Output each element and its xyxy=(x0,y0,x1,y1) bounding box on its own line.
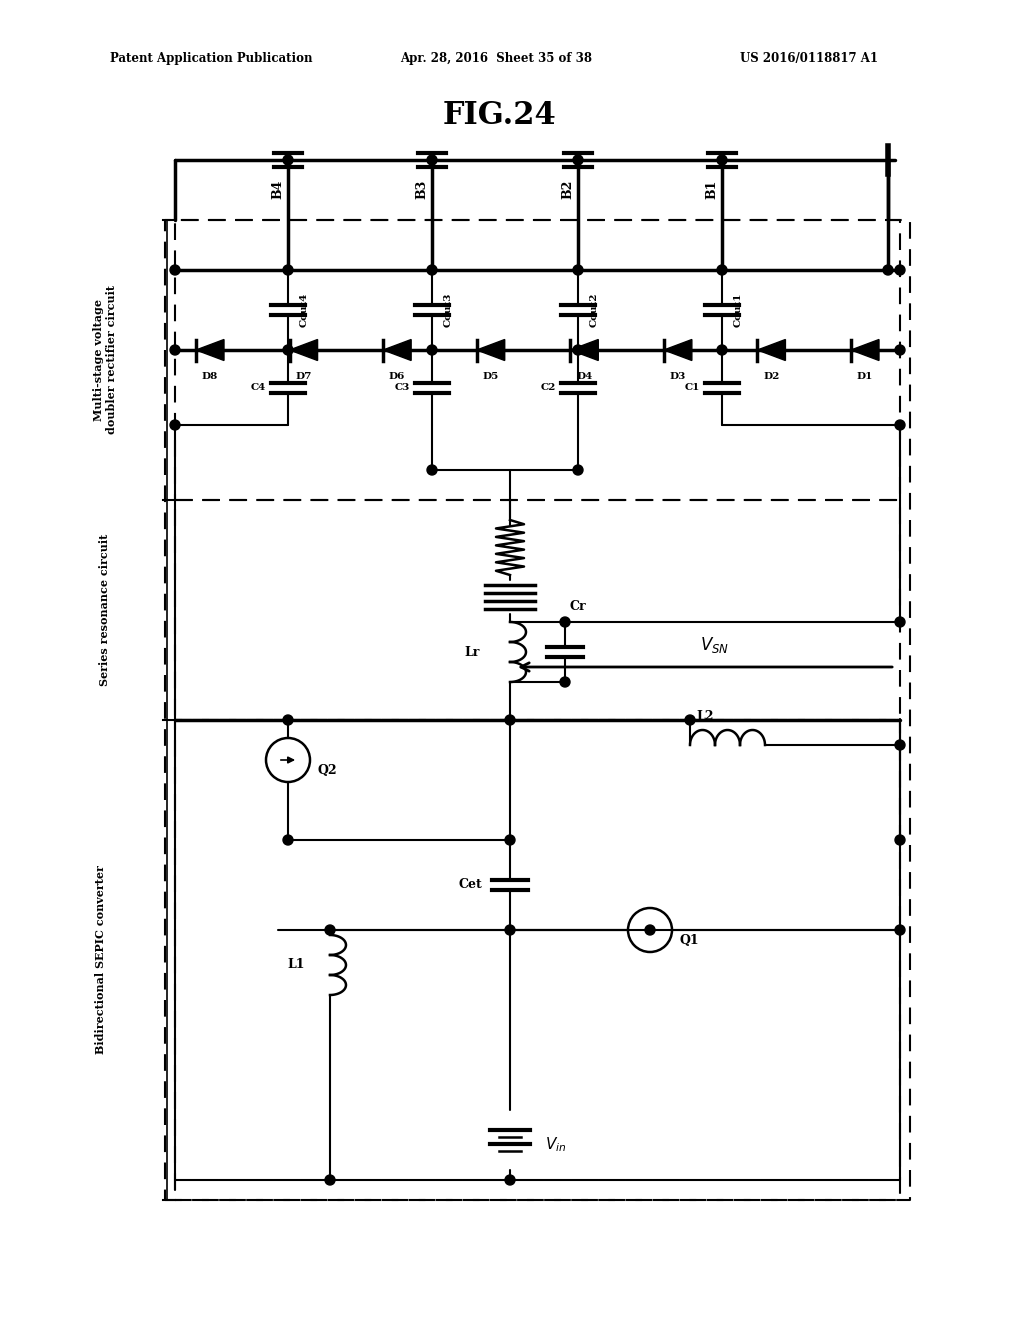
Circle shape xyxy=(505,836,515,845)
Circle shape xyxy=(427,345,437,355)
Text: D4: D4 xyxy=(577,372,593,381)
Polygon shape xyxy=(664,339,692,360)
Text: C3: C3 xyxy=(394,384,410,392)
Text: C4: C4 xyxy=(251,384,266,392)
Text: B4: B4 xyxy=(271,180,285,199)
Text: B2: B2 xyxy=(561,180,574,199)
Circle shape xyxy=(283,265,293,275)
Text: $V_{SN}$: $V_{SN}$ xyxy=(700,635,729,655)
Text: C1: C1 xyxy=(685,384,700,392)
Circle shape xyxy=(505,715,515,725)
Text: Cet: Cet xyxy=(459,879,482,891)
Text: Lr: Lr xyxy=(465,645,480,659)
Text: FIG.24: FIG.24 xyxy=(443,100,557,131)
Text: Series resonance circuit: Series resonance circuit xyxy=(99,533,111,686)
Circle shape xyxy=(895,741,905,750)
Text: Cout2: Cout2 xyxy=(590,293,599,327)
Text: D8: D8 xyxy=(202,372,218,381)
Circle shape xyxy=(325,1175,335,1185)
Circle shape xyxy=(427,465,437,475)
Circle shape xyxy=(717,154,727,165)
Circle shape xyxy=(895,345,905,355)
Text: Patent Application Publication: Patent Application Publication xyxy=(110,51,312,65)
Circle shape xyxy=(560,677,570,686)
Circle shape xyxy=(573,154,583,165)
Text: Bidirectional SEPIC converter: Bidirectional SEPIC converter xyxy=(94,866,105,1055)
Circle shape xyxy=(717,345,727,355)
Circle shape xyxy=(895,925,905,935)
Text: Cr: Cr xyxy=(570,601,587,614)
Circle shape xyxy=(505,1175,515,1185)
Circle shape xyxy=(283,715,293,725)
Text: Multi-stage voltage
doubler rectifier circuit: Multi-stage voltage doubler rectifier ci… xyxy=(93,285,117,434)
Polygon shape xyxy=(196,339,224,360)
Circle shape xyxy=(573,345,583,355)
Circle shape xyxy=(427,154,437,165)
Text: Apr. 28, 2016  Sheet 35 of 38: Apr. 28, 2016 Sheet 35 of 38 xyxy=(400,51,592,65)
Text: C2: C2 xyxy=(541,384,556,392)
Circle shape xyxy=(325,925,335,935)
Circle shape xyxy=(170,265,180,275)
Text: B3: B3 xyxy=(416,180,428,199)
Circle shape xyxy=(427,265,437,275)
Circle shape xyxy=(505,925,515,935)
Circle shape xyxy=(645,925,655,935)
Text: Cout3: Cout3 xyxy=(444,293,453,327)
Text: D7: D7 xyxy=(295,372,311,381)
Text: Q2: Q2 xyxy=(318,763,338,776)
Circle shape xyxy=(895,265,905,275)
Polygon shape xyxy=(383,339,412,360)
Text: Cout4: Cout4 xyxy=(300,293,309,327)
Circle shape xyxy=(283,345,293,355)
Circle shape xyxy=(717,265,727,275)
Polygon shape xyxy=(290,339,317,360)
Circle shape xyxy=(283,154,293,165)
Text: Cout1: Cout1 xyxy=(734,293,743,327)
Polygon shape xyxy=(570,339,598,360)
Circle shape xyxy=(283,836,293,845)
Circle shape xyxy=(895,836,905,845)
Text: D5: D5 xyxy=(482,372,499,381)
Polygon shape xyxy=(758,339,785,360)
Text: D3: D3 xyxy=(670,372,686,381)
Polygon shape xyxy=(477,339,505,360)
Circle shape xyxy=(895,420,905,430)
Circle shape xyxy=(170,345,180,355)
Text: D6: D6 xyxy=(389,372,406,381)
Text: Q1: Q1 xyxy=(680,933,699,946)
Text: B1: B1 xyxy=(706,180,719,199)
Circle shape xyxy=(895,616,905,627)
Circle shape xyxy=(883,265,893,275)
Text: L2: L2 xyxy=(696,710,714,723)
Text: D1: D1 xyxy=(857,372,873,381)
Circle shape xyxy=(170,420,180,430)
Circle shape xyxy=(573,265,583,275)
Text: US 2016/0118817 A1: US 2016/0118817 A1 xyxy=(740,51,878,65)
Circle shape xyxy=(560,616,570,627)
Circle shape xyxy=(573,465,583,475)
Text: $V_{in}$: $V_{in}$ xyxy=(545,1135,566,1155)
Text: L1: L1 xyxy=(288,958,305,972)
Text: D2: D2 xyxy=(763,372,779,381)
Circle shape xyxy=(685,715,695,725)
Polygon shape xyxy=(851,339,879,360)
